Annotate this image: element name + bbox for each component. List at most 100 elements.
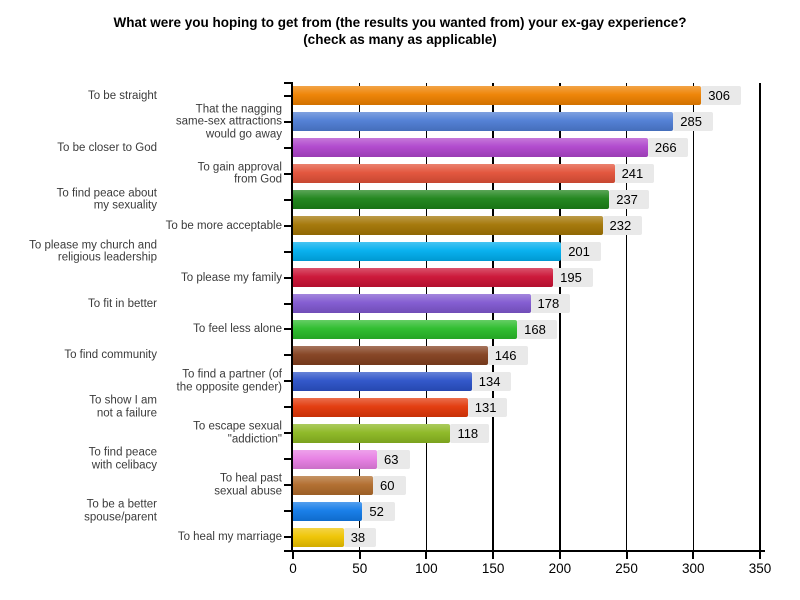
value-label: 38	[343, 527, 377, 547]
value-label: 178	[530, 294, 571, 314]
category-tick-mark	[284, 354, 293, 357]
chart-title: What were you hoping to get from (the re…	[0, 14, 800, 48]
bar	[293, 449, 378, 469]
category-label: To find peace with celibacy	[88, 446, 157, 472]
category-label: To heal my marriage	[177, 530, 282, 543]
x-axis-tick-mark	[625, 552, 628, 559]
bar	[293, 345, 488, 365]
x-gridline	[492, 83, 494, 550]
x-axis-tick-mark	[692, 552, 695, 559]
x-gridline	[358, 83, 361, 550]
value-label: 285	[673, 112, 713, 132]
value-label: 241	[614, 164, 655, 184]
x-axis-tick-mark	[358, 552, 361, 559]
category-label: To please my church and religious leader…	[29, 239, 157, 264]
bar	[293, 501, 363, 521]
value-label: 63	[377, 449, 410, 469]
category-label: To fit in better	[87, 297, 157, 310]
value-label: 266	[647, 138, 688, 158]
bar	[293, 397, 468, 417]
chart-title-line-1: What were you hoping to get from (the re…	[113, 15, 687, 30]
bar	[293, 294, 531, 314]
bar	[293, 216, 603, 236]
plot-area: 306 285 266 241 237 232 201 195 178 168 146 134 131 1…	[293, 83, 765, 550]
category-tick-mark	[284, 510, 293, 513]
category-tick-mark	[284, 302, 293, 305]
y-axis-line	[291, 82, 293, 550]
category-tick-mark	[284, 250, 293, 253]
value-label: 168	[517, 319, 557, 339]
category-label: To gain approval from God	[197, 161, 282, 186]
x-axis-tick-mark	[759, 552, 761, 559]
bar	[293, 86, 702, 106]
value-label: 52	[362, 501, 395, 521]
value-label: 60	[373, 475, 406, 495]
bar	[293, 112, 674, 132]
value-label: 306	[701, 86, 741, 106]
value-label: 232	[602, 216, 643, 236]
x-axis-line	[284, 550, 765, 552]
x-axis-tick-label: 50	[352, 561, 368, 576]
category-tick-mark	[284, 146, 293, 149]
x-gridline	[692, 83, 695, 550]
category-label: That the nagging same-sex attractions wo…	[175, 103, 282, 141]
category-label: To be a better spouse/parent	[84, 498, 157, 524]
category-label: To be closer to God	[57, 141, 157, 154]
category-label: To show I am not a failure	[89, 394, 157, 420]
category-tick-mark	[284, 458, 293, 461]
category-label: To feel less alone	[193, 323, 282, 336]
x-axis-tick-label: 150	[481, 561, 505, 576]
bar	[293, 475, 374, 495]
x-axis-tick-mark	[425, 552, 428, 559]
category-tick-mark	[284, 276, 293, 279]
category-tick-mark	[284, 172, 293, 175]
bar	[293, 242, 562, 262]
bar	[293, 138, 648, 158]
category-tick-mark	[284, 120, 293, 123]
category-label: To find peace about my sexuality	[56, 187, 157, 212]
x-axis-tick-mark	[292, 552, 294, 559]
x-axis-tick-label: 200	[548, 561, 572, 576]
category-label: To escape sexual "addiction"	[193, 420, 282, 446]
x-axis-tick-mark	[558, 552, 561, 559]
x-axis-tick-label: 350	[748, 561, 772, 576]
bar	[293, 164, 615, 184]
bar	[293, 319, 518, 339]
x-axis-tick-label: 100	[415, 561, 438, 576]
chart-title-line-2: (check as many as applicable)	[303, 32, 497, 47]
x-axis-tick-label: 0	[289, 561, 297, 576]
value-label: 134	[471, 371, 512, 391]
bar	[293, 423, 451, 443]
category-tick-mark	[284, 380, 293, 383]
x-gridline	[425, 83, 428, 550]
x-axis-tick-label: 300	[682, 561, 705, 576]
bar	[293, 268, 554, 288]
bar	[293, 527, 344, 547]
value-label: 195	[553, 268, 593, 288]
category-tick-mark	[284, 224, 293, 227]
value-label: 201	[561, 242, 601, 262]
category-label: To please my family	[181, 271, 282, 284]
category-tick-mark	[284, 536, 293, 539]
category-tick-mark	[284, 328, 293, 331]
category-label: To find a partner (of the opposite gende…	[176, 368, 283, 394]
x-gridline	[559, 83, 561, 550]
value-label: 118	[450, 423, 490, 443]
category-label: To find community	[64, 349, 157, 362]
category-tick-mark	[284, 484, 293, 487]
value-label: 131	[467, 397, 508, 417]
bar	[293, 371, 472, 391]
category-axis-top-tick-mark	[284, 82, 293, 84]
category-tick-mark	[284, 432, 293, 435]
category-tick-mark	[284, 94, 293, 97]
x-axis-tick-mark	[492, 552, 495, 559]
x-gridline	[625, 83, 628, 550]
category-tick-mark	[284, 198, 293, 201]
category-label: To be straight	[87, 89, 157, 102]
value-label: 237	[609, 190, 649, 210]
x-gridline	[759, 83, 761, 550]
x-axis-tick-label: 250	[615, 561, 638, 576]
category-tick-mark	[284, 406, 293, 409]
value-label: 146	[487, 345, 528, 365]
